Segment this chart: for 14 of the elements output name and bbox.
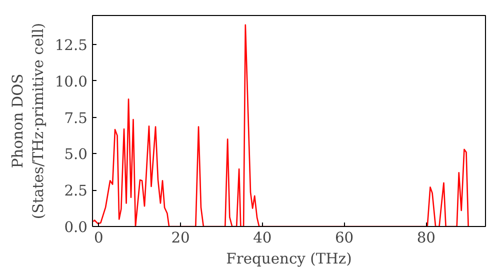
y-tick-label: 2.5 <box>64 182 88 200</box>
x-axis-title: Frequency (THz) <box>226 250 352 268</box>
x-tick-label: 80 <box>416 230 436 246</box>
line-series <box>92 24 469 226</box>
x-tick-label: 20 <box>171 230 190 246</box>
y-axis-title: Phonon DOS (States/THz·primitive cell) <box>9 22 47 220</box>
x-tick-label: 40 <box>253 230 272 246</box>
y-tick-label: 10.0 <box>54 73 88 90</box>
y-tick-label: 0.0 <box>64 219 88 236</box>
x-tick-label: 0 <box>94 230 104 246</box>
y-tick-label: 5.0 <box>64 146 88 164</box>
x-tick-label: 60 <box>334 230 354 246</box>
y-tick-label: 12.5 <box>54 37 88 54</box>
y-tick-label: 7.5 <box>64 110 88 127</box>
